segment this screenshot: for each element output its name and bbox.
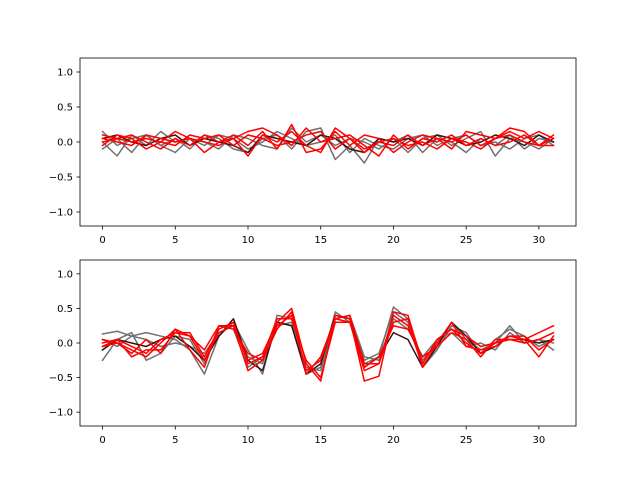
y-tick-label: 0.0 xyxy=(57,339,73,350)
x-tick-label: 15 xyxy=(314,435,327,446)
series-line-8 xyxy=(101,311,555,375)
y-tick-label: −0.5 xyxy=(49,173,73,184)
series-line-6 xyxy=(101,318,555,379)
x-tick-label: 20 xyxy=(387,435,400,446)
y-tick-label: −1.0 xyxy=(49,208,73,219)
x-tick-label: 25 xyxy=(460,235,473,246)
y-tick-label: 1.0 xyxy=(57,68,73,79)
x-tick-label: 15 xyxy=(314,235,327,246)
y-tick-label: 0.0 xyxy=(57,138,73,149)
y-tick-label: −1.0 xyxy=(49,408,73,419)
x-tick-label: 5 xyxy=(172,435,178,446)
y-tick-label: −0.5 xyxy=(49,373,73,384)
x-tick-label: 30 xyxy=(533,235,546,246)
x-tick-label: 10 xyxy=(242,435,255,446)
x-tick-label: 0 xyxy=(99,435,105,446)
y-tick-label: 1.0 xyxy=(57,269,73,280)
x-tick-label: 20 xyxy=(387,235,400,246)
x-tick-label: 5 xyxy=(172,235,178,246)
series-line-8 xyxy=(101,127,555,157)
y-tick-label: 0.5 xyxy=(57,103,73,114)
series-line-4 xyxy=(101,134,555,154)
x-tick-label: 30 xyxy=(533,435,546,446)
chart-1: 0 5 10 15 20 25 30 −1.0 −0.5 0.0 0.5 1.0 xyxy=(49,57,577,246)
x-tick-label: 10 xyxy=(242,235,255,246)
x-tick-label: 0 xyxy=(99,235,105,246)
chart-2: 0 5 10 15 20 25 30 −1.0 −0.5 0.0 0.5 1.0 xyxy=(49,259,577,446)
x-tick-label: 25 xyxy=(460,435,473,446)
y-tick-label: 0.5 xyxy=(57,304,73,315)
